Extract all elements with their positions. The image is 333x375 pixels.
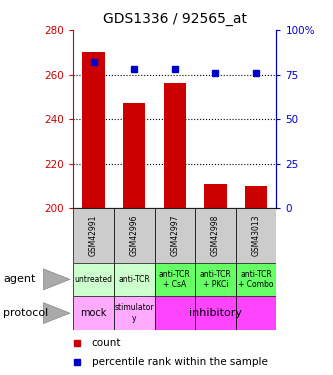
Polygon shape [43, 269, 70, 290]
Bar [73, 262, 114, 296]
Bar [155, 262, 195, 296]
Text: stimulator
y: stimulator y [115, 303, 154, 323]
Text: mock: mock [80, 308, 107, 318]
Bar [195, 208, 236, 262]
Text: GSM42991: GSM42991 [89, 214, 98, 256]
Text: protocol: protocol [3, 308, 49, 318]
Text: agent: agent [3, 274, 36, 284]
Bar [245, 186, 267, 208]
Bar [204, 184, 227, 208]
Bar [236, 208, 276, 262]
Text: GSM43013: GSM43013 [251, 214, 261, 256]
Bar [155, 296, 195, 330]
Bar [73, 296, 114, 330]
Bar [195, 262, 236, 296]
Polygon shape [43, 303, 70, 324]
Bar [123, 104, 146, 208]
Text: percentile rank within the sample: percentile rank within the sample [92, 357, 267, 367]
Bar [114, 208, 155, 262]
Text: untreated: untreated [75, 275, 113, 284]
Text: anti-TCR: anti-TCR [118, 275, 150, 284]
Bar [236, 262, 276, 296]
Text: count: count [92, 338, 121, 348]
Bar [114, 262, 155, 296]
Bar [236, 296, 276, 330]
Text: inhibitory: inhibitory [189, 308, 242, 318]
Bar [114, 296, 155, 330]
Bar [73, 208, 114, 262]
Text: GSM42996: GSM42996 [130, 214, 139, 256]
Text: anti-TCR
+ Combo: anti-TCR + Combo [238, 270, 274, 289]
Bar [164, 84, 186, 208]
Text: anti-TCR
+ CsA: anti-TCR + CsA [159, 270, 191, 289]
Bar [155, 208, 195, 262]
Text: GSM42997: GSM42997 [170, 214, 179, 256]
Bar [82, 52, 105, 208]
Text: anti-TCR
+ PKCi: anti-TCR + PKCi [199, 270, 231, 289]
Bar [195, 296, 236, 330]
Text: GSM42998: GSM42998 [211, 214, 220, 256]
Title: GDS1336 / 92565_at: GDS1336 / 92565_at [103, 12, 247, 26]
